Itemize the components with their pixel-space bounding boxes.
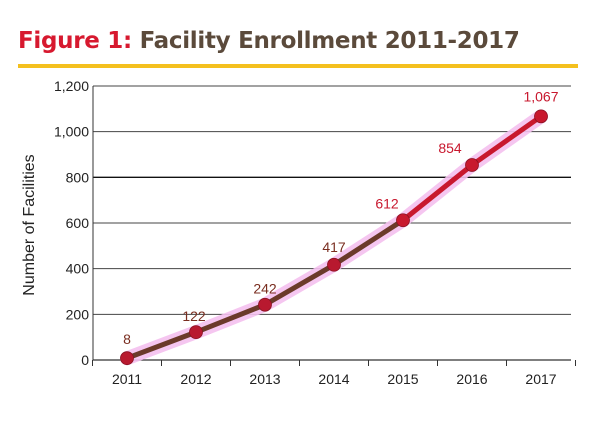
data-point-2016 <box>465 158 479 172</box>
series-segment-2016-2017 <box>469 113 544 168</box>
data-point-2015 <box>396 213 410 228</box>
y-tick-label-1000: 1,000 <box>54 124 89 140</box>
data-label-2014: 417 <box>322 239 346 255</box>
x-tick-label-2015: 2015 <box>387 371 418 387</box>
y-tick-label-0: 0 <box>81 352 89 368</box>
y-tick-label-600: 600 <box>66 215 90 231</box>
data-label-2017: 1,067 <box>523 88 558 104</box>
title-rule <box>18 64 578 68</box>
series-segment-2011-2012 <box>124 329 199 361</box>
y-tick-labels: 0 200 400 600 800 1,000 1,200 <box>54 78 89 368</box>
y-axis-label: Number of Facilities <box>21 154 38 295</box>
series-segment-2015-2016 <box>400 162 475 223</box>
data-label-2015: 612 <box>375 195 399 211</box>
x-tick-label-2012: 2012 <box>180 371 211 387</box>
y-tick-label-400: 400 <box>66 261 90 277</box>
gridlines <box>93 85 571 315</box>
x-tick-label-2016: 2016 <box>456 371 487 387</box>
data-point-2012 <box>189 325 203 340</box>
x-tick-label-2013: 2013 <box>249 371 280 387</box>
y-tick-label-1200: 1,200 <box>54 78 89 94</box>
series-segment-2013-2014 <box>262 262 337 308</box>
data-point-2014 <box>327 257 341 272</box>
y-tick-label-800: 800 <box>66 169 90 185</box>
series-segment-2012-2013 <box>193 302 268 335</box>
data-point-2013 <box>258 297 272 312</box>
x-tick-labels: 2011 2012 2013 2014 2015 2016 2017 <box>112 371 557 387</box>
x-tick-label-2011: 2011 <box>112 371 142 387</box>
y-tick-label-200: 200 <box>66 306 90 322</box>
data-label-2011: 8 <box>123 331 131 347</box>
x-tick-label-2017: 2017 <box>525 371 556 387</box>
data-label-2012: 122 <box>182 308 206 324</box>
data-labels: 8 122 242 417 612 854 1,067 <box>123 88 559 347</box>
data-point-2011 <box>120 351 134 366</box>
title-text: Facility Enrollment 2011-2017 <box>139 28 520 54</box>
data-points <box>120 109 548 366</box>
data-label-2016: 854 <box>438 140 462 156</box>
axes <box>92 86 576 366</box>
figure-number: Figure 1: <box>18 28 132 54</box>
x-tick-label-2014: 2014 <box>318 371 349 387</box>
data-label-2013: 242 <box>253 281 277 297</box>
series-segment-2014-2015 <box>331 217 406 268</box>
chart-title: Figure 1: Facility Enrollment 2011-2017 <box>18 28 520 54</box>
data-point-2017 <box>534 109 548 124</box>
